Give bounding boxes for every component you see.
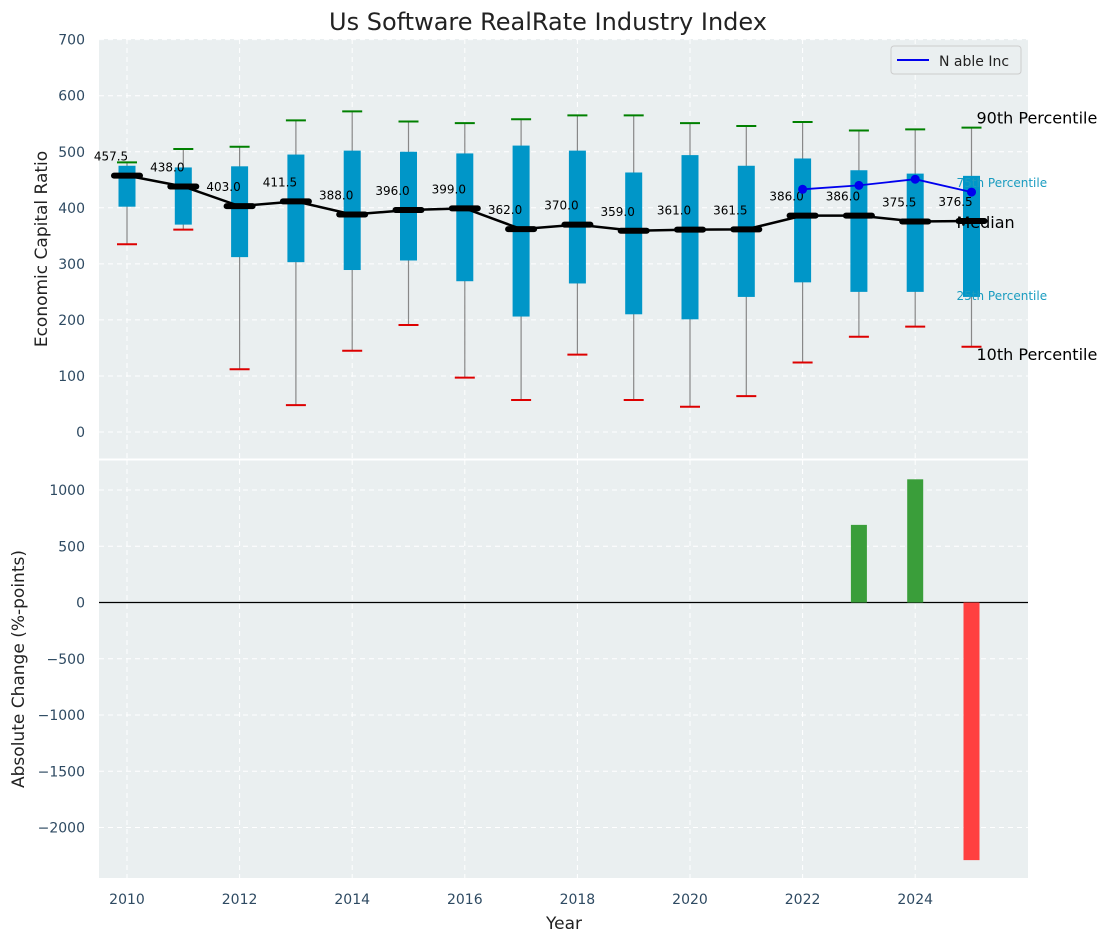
top-y-tick-label: 400 — [58, 201, 85, 217]
top-plot-area — [99, 39, 1028, 459]
iqr-box — [850, 170, 868, 292]
company-point — [798, 184, 808, 194]
annotation-p25: 25th Percentile — [957, 289, 1048, 303]
bottom-y-tick-label: 500 — [58, 539, 85, 555]
median-value-label: 362.0 — [488, 203, 522, 217]
iqr-box — [906, 173, 924, 292]
iqr-box — [456, 153, 474, 282]
median-value-label: 370.0 — [544, 199, 578, 213]
change-bar — [850, 524, 867, 603]
median-value-label: 457.5 — [94, 150, 128, 164]
median-value-label: 438.0 — [150, 161, 184, 175]
chart-title: Us Software RealRate Industry Index — [329, 8, 767, 36]
iqr-box — [174, 167, 192, 225]
company-point — [910, 174, 920, 184]
top-y-tick-label: 0 — [76, 425, 85, 441]
median-value-label: 375.5 — [882, 196, 916, 210]
iqr-box — [794, 158, 812, 283]
bottom-y-tick-label: −1500 — [38, 764, 85, 780]
iqr-box — [118, 165, 136, 207]
annotation-p75: 75th Percentile — [957, 176, 1048, 190]
median-value-label: 361.0 — [657, 204, 691, 218]
iqr-box — [287, 154, 305, 263]
iqr-box — [625, 172, 643, 315]
median-value-label: 359.0 — [601, 205, 635, 219]
median-value-label: 388.0 — [319, 189, 353, 203]
bottom-y-tick-label: −500 — [47, 652, 85, 668]
annotation-median: Median — [957, 213, 1015, 232]
top-y-tick-label: 700 — [58, 33, 85, 49]
top-y-axis-label: Economic Capital Ratio — [32, 151, 52, 347]
x-tick-label: 2014 — [334, 892, 370, 908]
bottom-y-tick-label: 1000 — [49, 483, 85, 499]
median-value-label: 411.5 — [263, 175, 297, 189]
median-value-label: 376.5 — [938, 195, 972, 209]
x-tick-label: 2016 — [447, 892, 483, 908]
annotation-p90: 90th Percentile — [977, 109, 1098, 128]
x-tick-label: 2012 — [222, 892, 258, 908]
legend-box — [890, 45, 1022, 75]
bottom-y-axis-label: Absolute Change (%-points) — [9, 550, 29, 788]
iqr-box — [568, 150, 586, 284]
x-axis-label: Year — [545, 914, 582, 934]
iqr-box — [681, 155, 699, 320]
x-tick-label: 2018 — [560, 892, 596, 908]
bottom-y-tick-label: 0 — [76, 596, 85, 612]
change-bar — [907, 479, 924, 603]
median-trend-line — [126, 174, 972, 233]
bottom-y-tick-label: −1000 — [38, 708, 85, 724]
top-y-tick-label: 300 — [58, 257, 85, 273]
bottom-y-tick-label: −2000 — [38, 821, 85, 837]
company-point — [967, 187, 976, 197]
change-bar — [963, 602, 980, 861]
iqr-box — [963, 175, 980, 297]
x-tick-label: 2024 — [897, 892, 933, 908]
x-tick-label: 2010 — [109, 892, 145, 908]
median-value-label: 386.0 — [826, 190, 860, 204]
iqr-box — [400, 151, 417, 261]
company-point — [854, 180, 864, 190]
iqr-box — [343, 150, 361, 271]
x-tick-label: 2020 — [672, 892, 708, 908]
top-y-tick-label: 200 — [58, 313, 85, 329]
top-y-tick-label: 600 — [58, 89, 85, 105]
median-value-label: 403.0 — [206, 180, 240, 194]
iqr-box — [231, 166, 249, 258]
top-y-tick-label: 500 — [58, 145, 85, 161]
median-value-label: 386.0 — [769, 190, 803, 204]
annotation-p10: 10th Percentile — [977, 345, 1098, 364]
company-line — [802, 178, 972, 193]
median-value-label: 396.0 — [375, 184, 409, 198]
median-value-label: 399.0 — [432, 182, 466, 196]
x-tick-label: 2022 — [785, 892, 821, 908]
bottom-plot-area — [99, 460, 1028, 878]
top-y-tick-label: 100 — [58, 369, 85, 385]
legend-label: N able Inc — [939, 54, 1009, 70]
median-value-label: 361.5 — [713, 203, 747, 217]
